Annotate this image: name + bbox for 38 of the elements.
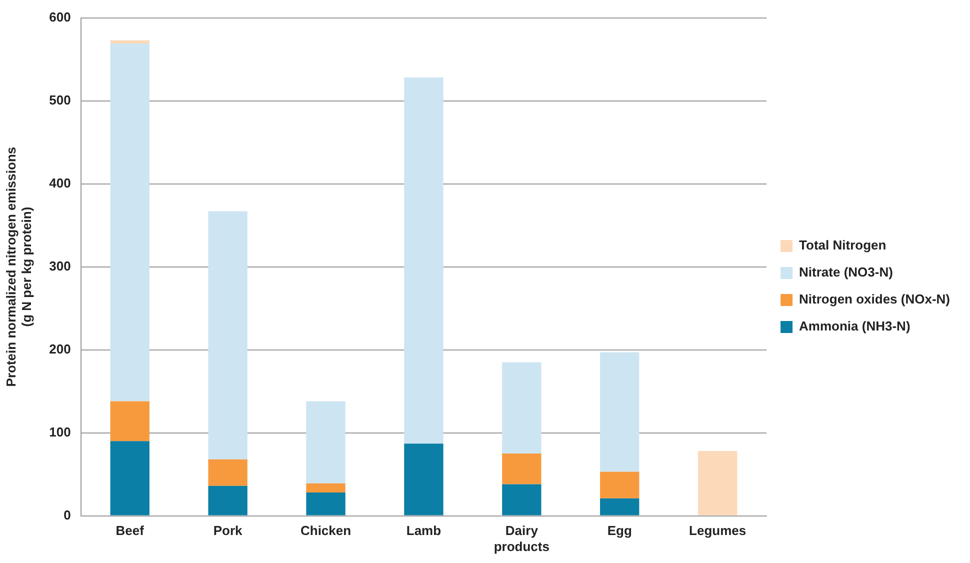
x-tick-label: Legumes (689, 523, 746, 538)
legend-label: Nitrate (NO3-N) (799, 264, 893, 280)
x-tick-label: Pork (213, 523, 244, 538)
bar (110, 40, 150, 44)
y-tick-label: 200 (49, 341, 71, 356)
y-axis-title: Protein normalized nitrogen emissions (g N per kg protein) (3, 146, 34, 387)
bar (306, 483, 346, 493)
bar (110, 441, 150, 516)
bar (600, 352, 640, 472)
bar (208, 486, 248, 516)
y-tick-label: 300 (49, 258, 71, 274)
bar (600, 472, 640, 498)
bar (404, 78, 444, 444)
legend-label: Nitrogen oxides (NOx-N) (799, 292, 950, 307)
x-tick-label: Chicken (300, 523, 352, 538)
bar (208, 211, 248, 460)
bar (502, 454, 542, 484)
y-tick-label: 600 (49, 9, 71, 24)
y-tick-label: 100 (49, 424, 71, 440)
bar (698, 451, 738, 516)
x-tick-label: Lamb (406, 523, 442, 538)
bar (110, 44, 150, 402)
y-tick-label: 0 (64, 507, 71, 522)
bar (502, 484, 542, 516)
y-tick-label: 400 (49, 175, 71, 190)
y-tick-label: 500 (49, 92, 71, 108)
bar (306, 492, 346, 516)
x-tick-label: Dairy products (494, 523, 550, 554)
legend-label: Ammonia (NH3-N) (799, 318, 910, 334)
bar (404, 444, 444, 516)
x-tick-label: Egg (607, 523, 632, 538)
bar (502, 362, 542, 454)
bar (306, 401, 346, 484)
bar (208, 459, 248, 486)
bar (110, 401, 150, 442)
bar (600, 498, 640, 516)
legend-label: Total Nitrogen (799, 238, 886, 253)
x-tick-label: Beef (116, 523, 145, 538)
